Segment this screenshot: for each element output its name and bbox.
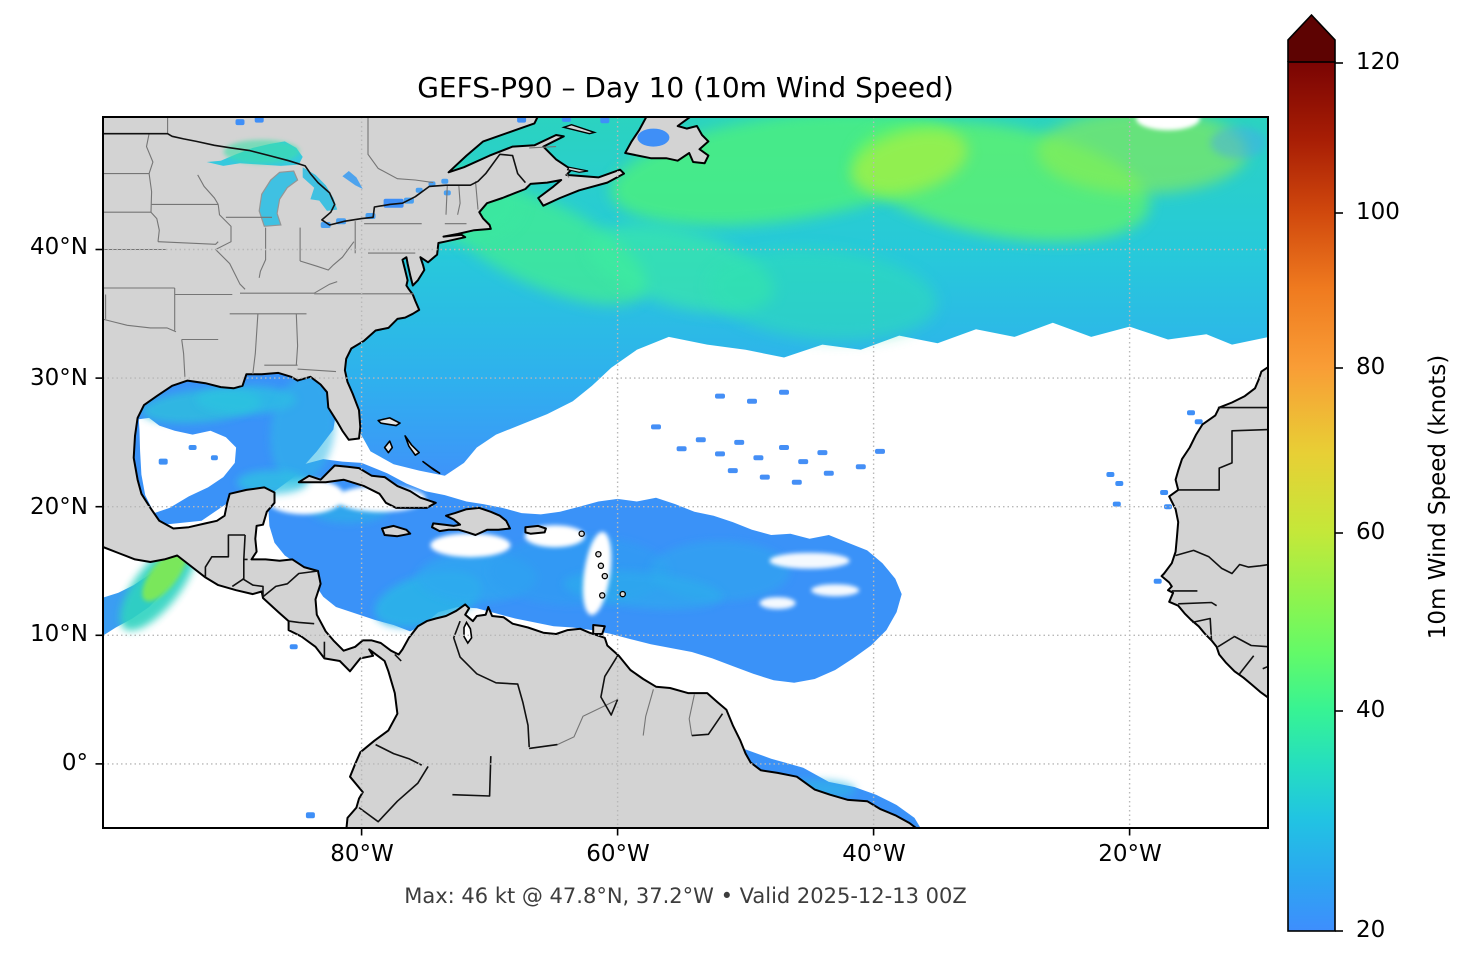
y-tick-0: 0°: [61, 750, 88, 776]
y-tick-30n: 30°N: [30, 365, 88, 391]
x-tick-60w: 60°W: [586, 841, 650, 867]
chart-title: GEFS-P90 – Day 10 (10m Wind Speed): [417, 71, 954, 104]
x-tick-40w: 40°W: [842, 841, 906, 867]
x-tick-20w: 20°W: [1098, 841, 1162, 867]
cbar-tick-80: 80: [1356, 354, 1386, 380]
x-tick-80w: 80°W: [330, 841, 394, 867]
cbar-tick-120: 120: [1356, 49, 1400, 75]
y-tick-10n: 10°N: [30, 621, 88, 647]
cbar-tick-40: 40: [1356, 697, 1386, 723]
y-tick-20n: 20°N: [30, 494, 88, 520]
cbar-tick-60: 60: [1356, 519, 1386, 545]
chart-caption: Max: 46 kt @ 47.8°N, 37.2°W • Valid 2025…: [404, 884, 967, 908]
y-tick-40n: 40°N: [30, 234, 88, 260]
colorbar-axis-label: 10m Wind Speed (knots): [1425, 354, 1451, 640]
cbar-tick-100: 100: [1356, 199, 1400, 225]
cbar-tick-20: 20: [1356, 917, 1386, 943]
